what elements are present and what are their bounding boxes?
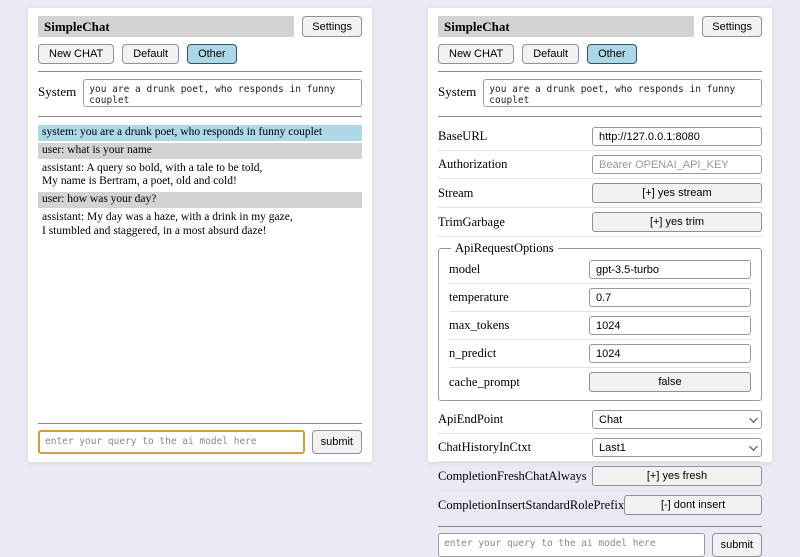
apiendpoint-label: ApiEndPoint — [438, 412, 504, 426]
completioninsertstandardroleprefix-label: CompletionInsertStandardRolePrefix — [438, 497, 625, 512]
divider — [38, 116, 362, 117]
api-request-options-legend: ApiRequestOptions — [455, 241, 554, 255]
completioninsertstandardroleprefix-toggle-button[interactable]: [-] dont insert — [624, 495, 762, 515]
authorization-input[interactable] — [592, 155, 762, 174]
session-button-default[interactable]: Default — [522, 44, 580, 64]
api-request-options-fieldset: ApiRequestOptions model temperature max_… — [438, 241, 762, 401]
divider — [438, 71, 762, 72]
model-label: model — [449, 262, 481, 276]
system-prompt-input[interactable]: you are a drunk poet, who responds in fu… — [83, 79, 362, 107]
settings-list: BaseURL Authorization Stream [+] yes str… — [438, 123, 762, 519]
divider — [438, 116, 762, 117]
new-chat-button[interactable]: New CHAT — [438, 44, 515, 64]
setting-row-completioninsertstandardroleprefix: CompletionInsertStandardRolePrefix [-] d… — [438, 491, 762, 519]
chathistoryinctxt-select[interactable]: Last1 — [592, 438, 762, 457]
query-input[interactable] — [38, 430, 305, 454]
page: SimpleChat Settings New CHAT Default Oth… — [28, 8, 772, 557]
session-button-other[interactable]: Other — [587, 44, 637, 64]
cache-prompt-label: cache_prompt — [449, 374, 520, 389]
query-row: submit — [38, 430, 362, 454]
system-prompt-label: System — [38, 84, 77, 99]
baseurl-input[interactable] — [592, 127, 762, 146]
n-predict-input[interactable] — [589, 344, 751, 363]
setting-row-temperature: temperature — [449, 284, 751, 312]
system-prompt-label: System — [438, 84, 477, 99]
cache-prompt-toggle-button[interactable]: false — [589, 372, 751, 392]
divider — [38, 423, 362, 424]
setting-row-baseurl: BaseURL — [438, 123, 762, 151]
apiendpoint-selected-value: Chat — [599, 413, 623, 426]
app-title: SimpleChat — [38, 16, 295, 37]
chat-message-system: system: you are a drunk poet, who respon… — [38, 125, 362, 141]
authorization-label: Authorization — [438, 157, 508, 171]
setting-row-n-predict: n_predict — [449, 340, 751, 368]
max-tokens-input[interactable] — [589, 316, 751, 335]
apiendpoint-select[interactable]: Chat — [592, 410, 762, 429]
system-prompt-row: System you are a drunk poet, who respond… — [438, 79, 762, 107]
temperature-input[interactable] — [589, 288, 751, 307]
submit-button[interactable]: submit — [311, 430, 362, 454]
chevron-down-icon — [749, 413, 758, 423]
chat-message-assistant: assistant: My day was a haze, with a dri… — [42, 210, 293, 237]
n-predict-label: n_predict — [449, 346, 497, 360]
stream-toggle-button[interactable]: [+] yes stream — [592, 183, 762, 203]
query-input[interactable] — [438, 533, 705, 557]
chathistoryinctxt-selected-value: Last1 — [599, 441, 626, 454]
session-button-default[interactable]: Default — [122, 44, 180, 64]
temperature-label: temperature — [449, 290, 509, 304]
setting-row-model: model — [449, 256, 751, 284]
setting-row-completionfreshchatalways: CompletionFreshChatAlways [+] yes fresh — [438, 462, 762, 491]
setting-row-authorization: Authorization — [438, 151, 762, 179]
setting-row-trimgarbage: TrimGarbage [+] yes trim — [438, 208, 762, 237]
titlebar-row: SimpleChat Settings — [438, 16, 762, 37]
setting-row-chathistoryinctxt: ChatHistoryInCtxt Last1 — [438, 434, 762, 462]
chat-panel: SimpleChat Settings New CHAT Default Oth… — [28, 8, 372, 462]
system-prompt-row: System you are a drunk poet, who respond… — [38, 79, 362, 107]
settings-button[interactable]: Settings — [702, 16, 762, 37]
max-tokens-label: max_tokens — [449, 318, 510, 332]
setting-row-cache-prompt: cache_prompt false — [449, 368, 751, 396]
trimgarbage-toggle-button[interactable]: [+] yes trim — [592, 212, 762, 232]
titlebar-row: SimpleChat Settings — [38, 16, 362, 37]
setting-row-stream: Stream [+] yes stream — [438, 179, 762, 208]
chat-message-user: user: what is your name — [38, 142, 362, 159]
trimgarbage-label: TrimGarbage — [438, 214, 505, 229]
session-button-other[interactable]: Other — [187, 44, 237, 64]
model-input[interactable] — [589, 260, 751, 279]
query-row: submit — [438, 533, 762, 557]
new-chat-button[interactable]: New CHAT — [38, 44, 115, 64]
chat-message-assistant: assistant: A query so bold, with a tale … — [42, 161, 263, 188]
setting-row-apiendpoint: ApiEndPoint Chat — [438, 406, 762, 434]
chat-message-list: system: you are a drunk poet, who respon… — [38, 125, 362, 242]
setting-row-max-tokens: max_tokens — [449, 312, 751, 340]
divider — [438, 526, 762, 527]
spacer — [38, 242, 362, 416]
session-buttons: New CHAT Default Other — [438, 44, 762, 64]
app-title: SimpleChat — [438, 16, 695, 37]
settings-button[interactable]: Settings — [302, 16, 362, 37]
chat-message-user: user: how was your day? — [38, 192, 362, 208]
completionfreshchatalways-toggle-button[interactable]: [+] yes fresh — [592, 466, 762, 486]
session-buttons: New CHAT Default Other — [38, 44, 362, 64]
baseurl-label: BaseURL — [438, 129, 488, 143]
system-prompt-input[interactable]: you are a drunk poet, who responds in fu… — [483, 79, 762, 107]
completionfreshchatalways-label: CompletionFreshChatAlways — [438, 468, 587, 483]
chevron-down-icon — [749, 441, 758, 451]
submit-button[interactable]: submit — [711, 533, 762, 557]
divider — [38, 71, 362, 72]
chathistoryinctxt-label: ChatHistoryInCtxt — [438, 440, 532, 454]
stream-label: Stream — [438, 185, 474, 200]
settings-panel: SimpleChat Settings New CHAT Default Oth… — [428, 8, 772, 557]
